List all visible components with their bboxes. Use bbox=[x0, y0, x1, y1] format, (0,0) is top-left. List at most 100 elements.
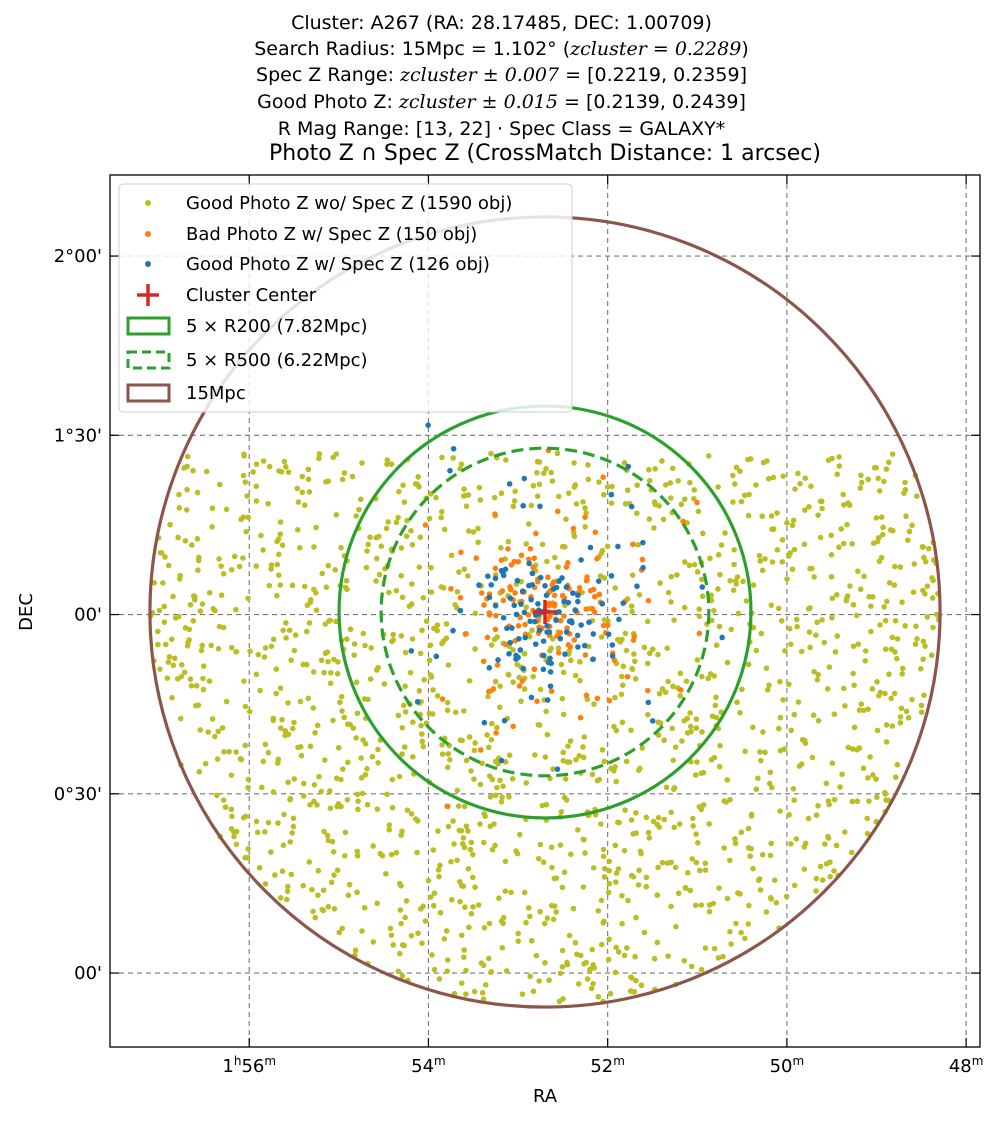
photoz-only-point bbox=[566, 932, 573, 939]
photoz-only-point bbox=[656, 824, 663, 830]
photoz-only-point bbox=[291, 647, 298, 654]
photoz-only-point bbox=[790, 785, 797, 792]
good-photoz-spec-point bbox=[506, 481, 513, 487]
bad-photoz-spec-point bbox=[502, 641, 509, 648]
bad-photoz-spec-point bbox=[515, 623, 522, 629]
good-photoz-spec-point bbox=[528, 596, 534, 603]
photoz-only-point bbox=[466, 734, 473, 740]
photoz-only-point bbox=[591, 701, 597, 707]
photoz-only-point bbox=[339, 925, 346, 932]
photoz-only-point bbox=[244, 493, 251, 499]
photoz-only-point bbox=[188, 682, 195, 689]
photoz-only-point bbox=[713, 714, 720, 721]
photoz-only-point bbox=[580, 836, 587, 843]
photoz-only-point bbox=[229, 813, 235, 820]
photoz-only-point bbox=[342, 829, 349, 836]
bad-photoz-spec-point bbox=[611, 606, 617, 613]
photoz-only-point bbox=[459, 737, 465, 744]
photoz-only-point bbox=[806, 504, 812, 510]
bad-photoz-spec-point bbox=[571, 637, 578, 643]
photoz-only-point bbox=[274, 538, 280, 545]
photoz-only-point bbox=[354, 889, 360, 896]
bad-photoz-spec-point bbox=[499, 588, 506, 594]
photoz-only-point bbox=[875, 475, 882, 482]
photoz-only-point bbox=[638, 982, 645, 989]
photoz-only-point bbox=[629, 608, 635, 615]
photoz-only-point bbox=[623, 647, 630, 654]
photoz-only-point bbox=[737, 468, 743, 474]
photoz-only-point bbox=[297, 544, 303, 551]
photoz-only-point bbox=[580, 754, 587, 761]
photoz-only-point bbox=[572, 672, 579, 679]
photoz-only-point bbox=[646, 516, 653, 522]
photoz-only-point bbox=[246, 708, 253, 715]
photoz-only-point bbox=[899, 671, 905, 677]
photoz-only-point bbox=[698, 966, 705, 973]
photoz-only-point bbox=[623, 758, 630, 765]
photoz-only-point bbox=[205, 729, 212, 735]
photoz-only-point bbox=[745, 825, 752, 832]
photoz-only-point bbox=[544, 731, 551, 738]
photoz-only-point bbox=[439, 454, 445, 461]
photoz-only-point bbox=[363, 564, 370, 571]
photoz-only-point bbox=[926, 545, 932, 552]
photoz-only-point bbox=[606, 867, 612, 874]
bad-photoz-spec-point bbox=[525, 556, 532, 563]
bad-photoz-spec-point bbox=[448, 585, 454, 592]
photoz-only-point bbox=[845, 744, 851, 751]
good-photoz-spec-point bbox=[599, 601, 606, 607]
photoz-only-point bbox=[468, 910, 475, 917]
bad-photoz-spec-point bbox=[457, 594, 464, 601]
photoz-only-point bbox=[628, 727, 634, 734]
photoz-only-point bbox=[605, 618, 611, 624]
photoz-only-point bbox=[209, 716, 216, 722]
photoz-only-point bbox=[351, 641, 358, 647]
photoz-only-point bbox=[364, 765, 370, 772]
photoz-only-point bbox=[311, 544, 317, 550]
photoz-only-point bbox=[873, 776, 879, 782]
legend-entry: Good Photo Z w/ Spec Z (126 obj) bbox=[145, 254, 490, 275]
y-tick-label: 0°30' bbox=[54, 784, 102, 805]
photoz-only-point bbox=[530, 482, 537, 489]
photoz-only-point bbox=[420, 903, 426, 910]
photoz-only-point bbox=[828, 532, 834, 539]
photoz-only-point bbox=[479, 760, 485, 767]
photoz-only-point bbox=[805, 605, 812, 612]
photoz-only-point bbox=[497, 777, 503, 784]
photoz-only-point bbox=[214, 792, 220, 799]
photoz-only-point bbox=[655, 732, 662, 738]
photoz-only-point bbox=[429, 952, 435, 958]
photoz-only-point bbox=[727, 928, 733, 935]
photoz-only-point bbox=[813, 812, 820, 818]
photoz-only-point bbox=[598, 897, 605, 904]
photoz-only-point bbox=[778, 618, 785, 624]
bad-photoz-spec-point bbox=[493, 612, 499, 619]
photoz-only-point bbox=[369, 753, 376, 760]
photoz-only-point bbox=[160, 580, 166, 586]
bad-photoz-spec-point bbox=[577, 714, 584, 721]
good-photoz-spec-point bbox=[516, 635, 522, 642]
bad-photoz-spec-point bbox=[530, 564, 537, 571]
bad-photoz-spec-point bbox=[594, 695, 601, 702]
photoz-only-point bbox=[486, 920, 493, 927]
photoz-only-point bbox=[222, 804, 229, 810]
photoz-only-point bbox=[418, 722, 424, 729]
photoz-only-point bbox=[572, 939, 579, 946]
photoz-only-point bbox=[318, 657, 325, 664]
photoz-only-point bbox=[595, 993, 602, 1000]
photoz-only-point bbox=[463, 503, 470, 509]
photoz-only-point bbox=[844, 521, 850, 528]
photoz-only-point bbox=[540, 470, 547, 477]
photoz-only-point bbox=[283, 620, 289, 626]
photoz-only-point bbox=[510, 647, 516, 653]
photoz-only-point bbox=[367, 676, 374, 682]
photoz-only-point bbox=[426, 710, 432, 717]
photoz-only-point bbox=[162, 554, 168, 560]
photoz-only-point bbox=[452, 709, 459, 716]
photoz-only-point bbox=[699, 673, 705, 680]
photoz-only-point bbox=[892, 618, 899, 624]
photoz-only-point bbox=[444, 707, 451, 714]
photoz-only-point bbox=[199, 642, 205, 649]
photoz-only-point bbox=[748, 456, 754, 462]
photoz-only-point bbox=[341, 853, 348, 859]
